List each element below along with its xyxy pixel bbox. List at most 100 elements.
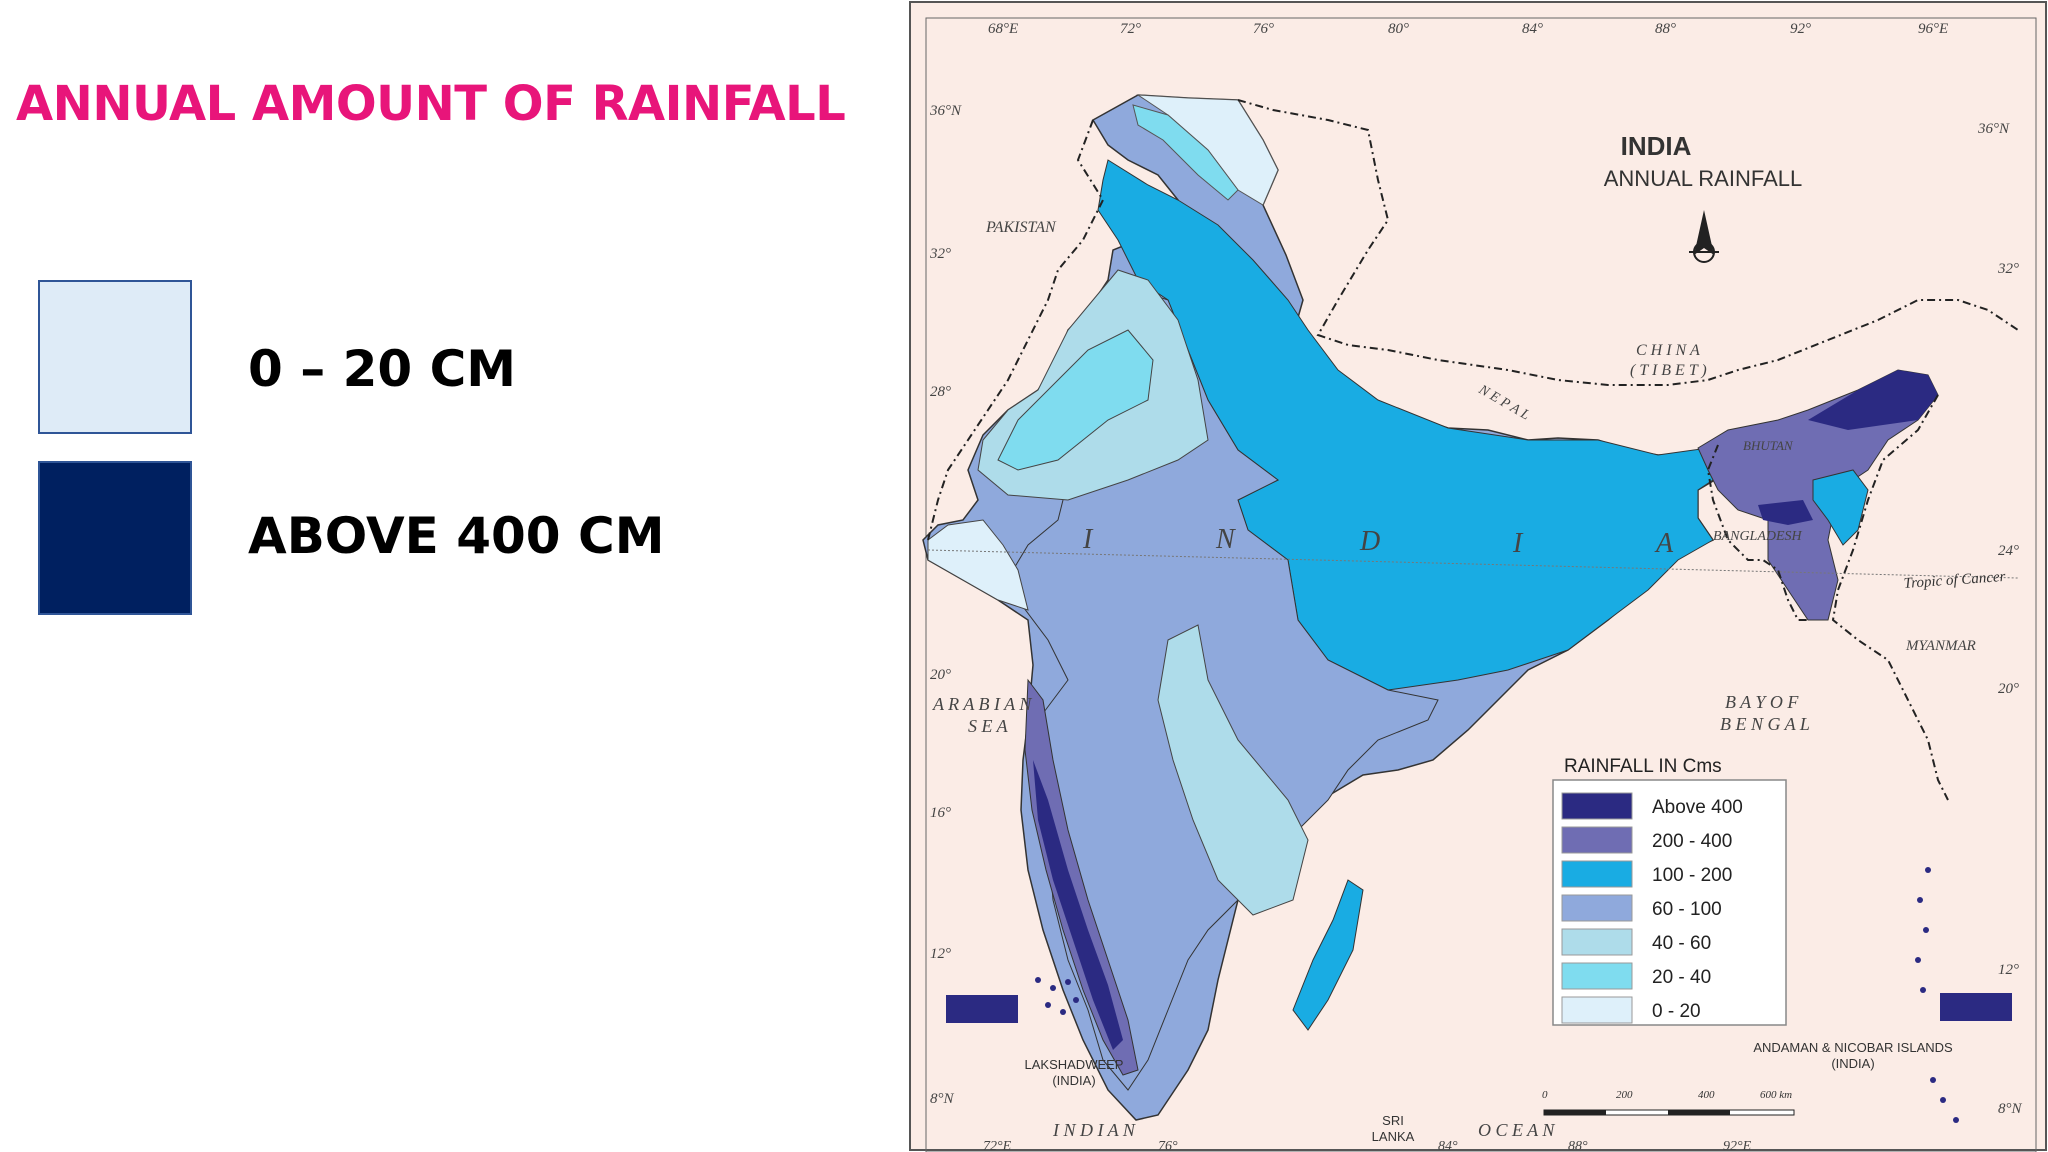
map-legend-label: 60 - 100 xyxy=(1652,899,1722,920)
meghalaya-zone-above-400 xyxy=(1758,500,1813,525)
map-legend-swatch xyxy=(1561,894,1633,922)
kutch-zone-0-20 xyxy=(927,519,1029,611)
label-bay-of-bengal: B A Y O F xyxy=(1725,692,1799,712)
map-legend-swatch xyxy=(1561,826,1633,854)
india-rainfall-map: 68°E 72° 76° 80° 84° 88° 92° 96°E 36°N 3… xyxy=(908,0,2048,1152)
label-myanmar: MYANMAR xyxy=(1905,638,1976,654)
border-china xyxy=(1237,99,2019,386)
label-tibet: ( T I B E T ) xyxy=(1630,362,1707,379)
island-dot xyxy=(1953,1117,1959,1123)
island-dot xyxy=(1930,1077,1936,1083)
lat-label: 36°N xyxy=(929,103,962,119)
island-dot xyxy=(1925,867,1931,873)
label-srilanka: SRI xyxy=(1382,1113,1404,1128)
lon-label: 92° xyxy=(1790,21,1811,37)
island-dot xyxy=(1917,897,1923,903)
label-india-letter: A xyxy=(1654,528,1674,559)
scale-label: 600 km xyxy=(1760,1089,1792,1101)
east-coast-zone-100-200 xyxy=(1292,879,1364,1031)
lat-label: 20° xyxy=(1998,681,2019,697)
lat-label: 32° xyxy=(929,246,951,262)
map-title: INDIA xyxy=(1621,131,1692,161)
map-inner-frame xyxy=(925,17,2037,1152)
lakshadweep-inset-marker xyxy=(946,995,1018,1023)
scale-label: 200 xyxy=(1616,1089,1633,1101)
island-dot xyxy=(1915,957,1921,963)
scale-label: 0 xyxy=(1542,1089,1548,1101)
slide-title: ANNUAL AMOUNT OF RAINFALL xyxy=(16,76,846,132)
border-pakistan xyxy=(927,119,1105,541)
island-dot xyxy=(1045,1002,1051,1008)
map-legend-label: 100 - 200 xyxy=(1652,865,1732,886)
map-legend-heading: RAINFALL IN Cms xyxy=(1564,756,1722,777)
tropic-of-cancer-line xyxy=(927,549,2019,579)
scale-bar xyxy=(1543,1109,1795,1116)
label-andaman-2: (INDIA) xyxy=(1831,1056,1874,1071)
lon-label-bottom: 84° xyxy=(1438,1139,1458,1152)
lon-label-bottom: 72°E xyxy=(983,1139,1012,1152)
label-india-letter: I xyxy=(1082,524,1094,555)
west-coast-zone-200-400 xyxy=(1024,678,1139,1076)
island-dot xyxy=(1920,987,1926,993)
west-coast-zone-above-400 xyxy=(1033,760,1123,1050)
lat-label: 12° xyxy=(930,946,951,962)
label-srilanka-2: LANKA xyxy=(1372,1129,1415,1144)
deccan-zone-40-60 xyxy=(1157,624,1309,916)
label-bay-of-bengal-2: B E N G A L xyxy=(1720,714,1810,734)
island-dot xyxy=(1940,1097,1946,1103)
map-legend-swatch xyxy=(1561,860,1633,888)
lon-label-bottom: 92°E xyxy=(1723,1139,1752,1152)
lat-label: 28° xyxy=(930,384,951,400)
label-arabian-sea-2: S E A xyxy=(968,716,1009,736)
lat-label: 36°N xyxy=(1977,121,2010,137)
island-dot xyxy=(1060,1009,1066,1015)
northeast-zone-above-400 xyxy=(1808,370,1938,430)
map-legend-swatch xyxy=(1561,792,1633,820)
border-bangladesh xyxy=(1706,444,1808,621)
map-legend-swatch xyxy=(1561,928,1633,956)
map-legend-label: 20 - 40 xyxy=(1652,967,1711,988)
label-china: C H I N A xyxy=(1636,342,1700,359)
lon-label: 88° xyxy=(1655,21,1676,37)
label-lakshadweep-2: (INDIA) xyxy=(1052,1073,1095,1088)
map-subtitle: ANNUAL RAINFALL xyxy=(1604,166,1802,191)
andaman-inset-marker xyxy=(1940,993,2012,1021)
label-bangladesh: BANGLADESH xyxy=(1713,529,1803,544)
lat-label: 24° xyxy=(1998,543,2019,559)
label-india-letter: D xyxy=(1359,526,1380,557)
island-dot xyxy=(1923,927,1929,933)
map-legend-label: 200 - 400 xyxy=(1652,831,1732,852)
tropic-of-cancer-label: Tropic of Cancer xyxy=(1903,569,2006,592)
label-bhutan: BHUTAN xyxy=(1743,438,1794,453)
northeast-zone-100-200 xyxy=(1812,469,1869,546)
label-india-letter: I xyxy=(1512,528,1524,559)
legend-label-high: ABOVE 400 CM xyxy=(248,507,665,565)
lon-label: 84° xyxy=(1522,21,1543,37)
kashmir-zone-20-40 xyxy=(1132,104,1239,201)
lat-label: 8°N xyxy=(930,1091,954,1107)
legend-swatch-high xyxy=(38,461,192,615)
label-india-letter: N xyxy=(1215,524,1236,555)
north-arrow-icon xyxy=(1689,210,1719,263)
lon-label: 76° xyxy=(1253,21,1274,37)
lat-label: 32° xyxy=(1997,261,2019,277)
label-indian-ocean-2: O C E A N xyxy=(1478,1120,1555,1140)
rajasthan-zone-20-40 xyxy=(997,329,1154,471)
lon-label-bottom: 76° xyxy=(1158,1139,1178,1152)
lon-label: 96°E xyxy=(1918,21,1948,37)
legend-swatch-low xyxy=(38,280,192,434)
scale-label: 400 xyxy=(1698,1089,1715,1101)
lon-label: 72° xyxy=(1120,21,1141,37)
legend-label-low: 0 – 20 CM xyxy=(248,340,517,398)
label-andaman: ANDAMAN & NICOBAR ISLANDS xyxy=(1753,1040,1953,1055)
map-legend-label: Above 400 xyxy=(1652,797,1743,818)
label-lakshadweep: LAKSHADWEEP xyxy=(1025,1057,1124,1072)
lat-label: 16° xyxy=(930,805,951,821)
lon-label: 80° xyxy=(1388,21,1409,37)
island-dot xyxy=(1035,977,1041,983)
label-pakistan: PAKISTAN xyxy=(985,219,1057,236)
lat-label: 12° xyxy=(1998,962,2019,978)
map-legend-swatch xyxy=(1561,962,1633,990)
border-myanmar xyxy=(1831,394,1949,801)
lat-label: 20° xyxy=(930,667,951,683)
